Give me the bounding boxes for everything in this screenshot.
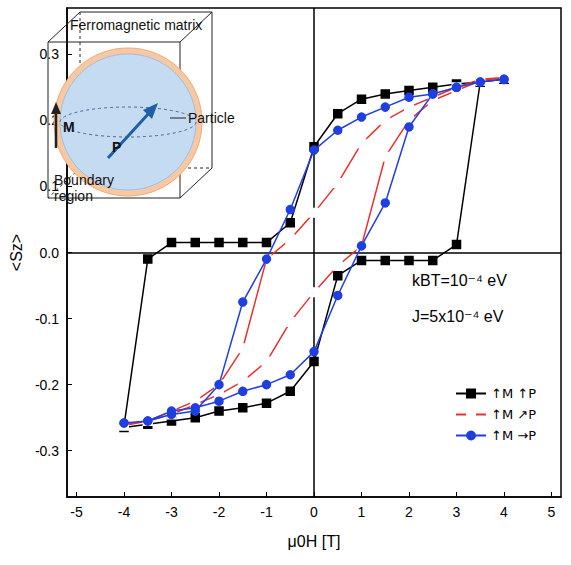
svg-text:0.0: 0.0	[40, 245, 60, 261]
svg-text:Ferromagnetic matrix: Ferromagnetic matrix	[70, 17, 202, 33]
svg-text:M: M	[63, 119, 75, 135]
svg-text:-0.2: -0.2	[35, 377, 59, 393]
svg-text:0: 0	[310, 504, 318, 520]
svg-text:-1: -1	[260, 504, 273, 520]
svg-text:↑M →P: ↑M →P	[491, 428, 536, 443]
svg-text:-5: -5	[70, 504, 83, 520]
svg-text:<Sz>: <Sz>	[8, 234, 25, 271]
svg-text:-0.3: -0.3	[35, 443, 59, 459]
svg-text:↑M ↗P: ↑M ↗P	[491, 407, 536, 422]
svg-text:↑M ↑P: ↑M ↑P	[491, 386, 536, 401]
svg-text:region: region	[54, 188, 93, 204]
svg-text:2: 2	[405, 504, 413, 520]
svg-text:5: 5	[548, 504, 556, 520]
svg-text:1: 1	[358, 504, 366, 520]
svg-text:3: 3	[453, 504, 461, 520]
svg-text:μ0H [T]: μ0H [T]	[288, 533, 341, 550]
svg-text:Particle: Particle	[188, 110, 235, 126]
svg-text:-0.1: -0.1	[35, 311, 59, 327]
svg-text:J=5x10⁻⁴ eV: J=5x10⁻⁴ eV	[412, 308, 504, 325]
svg-text:Boundary: Boundary	[54, 172, 114, 188]
svg-text:P: P	[112, 139, 121, 155]
svg-text:-4: -4	[118, 504, 131, 520]
svg-text:kBT=10⁻⁴ eV: kBT=10⁻⁴ eV	[412, 272, 507, 289]
svg-text:4: 4	[500, 504, 508, 520]
svg-text:-3: -3	[165, 504, 178, 520]
svg-text:-2: -2	[213, 504, 226, 520]
